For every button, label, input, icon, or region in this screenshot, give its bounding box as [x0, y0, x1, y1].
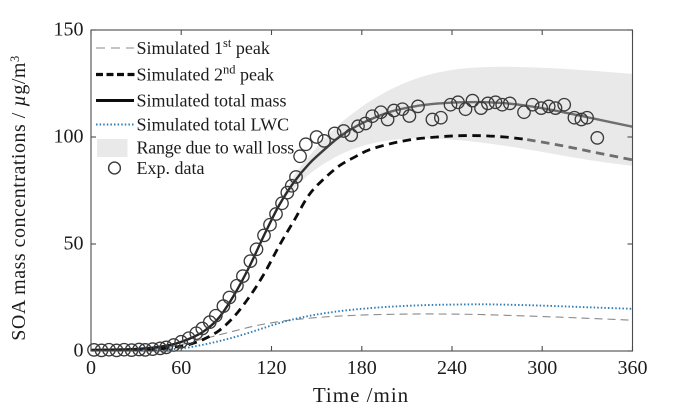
- svg-text:360: 360: [618, 357, 648, 379]
- svg-text:50: 50: [64, 233, 84, 255]
- svg-text:100: 100: [54, 126, 84, 148]
- svg-text:Time /min: Time /min: [313, 383, 409, 407]
- svg-text:Exp. data: Exp. data: [137, 158, 205, 178]
- svg-text:Simulated 1st peak: Simulated 1st peak: [137, 36, 270, 58]
- svg-text:240: 240: [437, 357, 467, 379]
- svg-text:0: 0: [74, 340, 84, 362]
- svg-text:Simulated 2nd peak: Simulated 2nd peak: [137, 63, 274, 85]
- svg-text:SOA mass concentrations / µg/m: SOA mass concentrations / µg/m3: [8, 55, 30, 341]
- svg-text:120: 120: [257, 357, 287, 379]
- svg-text:Simulated total mass: Simulated total mass: [137, 91, 287, 111]
- svg-text:Simulated total LWC: Simulated total LWC: [137, 115, 290, 135]
- svg-text:60: 60: [171, 357, 191, 379]
- svg-text:180: 180: [347, 357, 377, 379]
- svg-text:0: 0: [86, 357, 96, 379]
- svg-text:Range due to wall loss: Range due to wall loss: [137, 138, 295, 158]
- svg-text:150: 150: [54, 19, 84, 41]
- svg-text:300: 300: [527, 357, 557, 379]
